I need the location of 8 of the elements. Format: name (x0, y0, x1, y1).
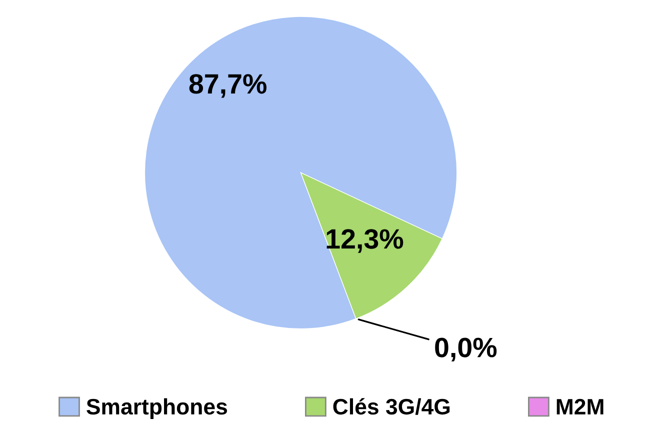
pie-slice (300, 172, 443, 320)
legend-label: M2M (556, 398, 604, 414)
data-label: 12,3% (326, 229, 404, 253)
pie-slice (144, 16, 458, 330)
text: 0,0% (435, 338, 497, 362)
legend-label: Clés 3G/4G (333, 398, 450, 415)
data-label: 87,7% (189, 74, 266, 98)
legend-label: Smartphones (86, 398, 228, 419)
